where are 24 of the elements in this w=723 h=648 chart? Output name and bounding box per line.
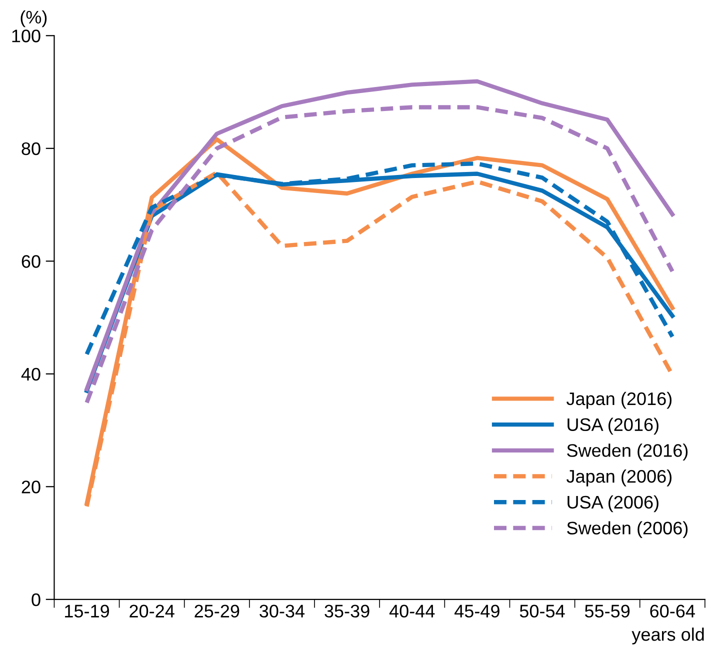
legend-label: Japan (2006) [566,470,672,486]
legend-label: USA (2006) [568,495,658,512]
y-tick-label: 80 [22,142,40,156]
legend-label: Sweden (2016) [567,444,688,460]
x-tick-label: 50-54 [520,604,565,618]
x-tick-label: 40-44 [389,604,435,618]
y-tick-label: 60 [22,255,40,268]
legend-label: USA (2016) [568,418,658,435]
y-tick-label: 0 [32,593,40,606]
legend-label: Japan (2016) [566,392,672,409]
legend-label: Sweden (2006) [567,521,688,538]
x-axis-title: years old [632,628,704,644]
y-tick-label: 100 [12,30,40,42]
y-axis-title: (%) [20,10,47,28]
y-tick-label: 20 [22,480,40,494]
y-tick-label: 40 [21,368,40,381]
x-tick-label: 30-34 [260,604,305,618]
x-tick-label: 45-49 [454,604,500,618]
x-tick-label: 55-59 [584,604,630,618]
x-tick-label: 60-64 [650,604,695,618]
x-tick-label: 20-24 [130,604,174,618]
x-tick-label: 25-29 [194,604,240,618]
x-tick-label: 35-39 [324,604,370,618]
x-tick-label: 15-19 [65,604,109,618]
